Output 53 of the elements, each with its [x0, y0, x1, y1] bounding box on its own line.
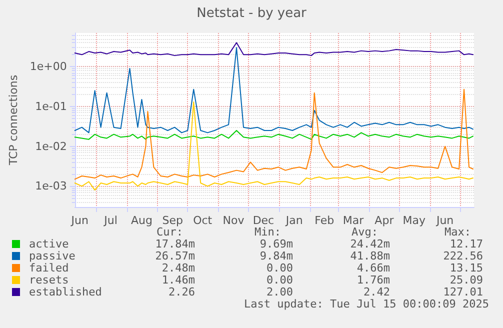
chart-title: Netstat - by year: [196, 6, 308, 21]
text: 1.76m: [356, 274, 390, 286]
y-tick-label: 1e-02: [35, 140, 67, 153]
y-tick-label: 1e+00: [30, 60, 67, 74]
legend-label: failed: [29, 262, 69, 274]
x-tick-label: Jun: [70, 214, 88, 227]
text: Avg:: [352, 226, 378, 238]
text: 1.46m: [162, 274, 196, 286]
legend-label: established: [29, 286, 102, 298]
y-axis-title: TCP connections: [7, 74, 20, 166]
text: 2.48m: [162, 262, 196, 274]
x-tick-label: Apr: [374, 214, 394, 227]
x-tick-label: May: [402, 214, 426, 227]
text: 222.56: [443, 250, 483, 262]
text: 0.00: [266, 274, 293, 286]
x-tick-label: Jan: [284, 214, 303, 227]
x-tick-label: Mar: [342, 214, 364, 227]
text: 26.57m: [155, 250, 196, 262]
x-tick-label: Aug: [130, 214, 152, 227]
x-tick-label: Jun: [435, 214, 454, 227]
x-tick-label: Jul: [103, 214, 118, 227]
text: 41.88m: [350, 250, 390, 262]
y-tick-label: 1e-03: [35, 180, 67, 193]
text: 4.66m: [356, 262, 390, 274]
legend-label: resets: [29, 274, 69, 286]
text: 2.26: [168, 286, 195, 298]
text: 2.42: [364, 286, 390, 298]
text: Cur:: [156, 226, 183, 238]
x-tick-label: Nov: [222, 214, 245, 227]
text: 0.00: [266, 262, 293, 274]
x-tick-label: Feb: [314, 214, 334, 227]
x-tick-label: Dec: [252, 214, 274, 227]
text: 25.09: [450, 274, 483, 286]
line-series: [74, 42, 474, 56]
line-series: [74, 47, 474, 134]
text: Last update: Tue Jul 15 00:00:09 2025: [244, 298, 489, 310]
legend-label: passive: [29, 250, 76, 262]
line-series: [74, 88, 474, 180]
x-tick-label: Oct: [193, 214, 213, 227]
text: 127.01: [443, 286, 483, 298]
y-tick-label: 1e-01: [35, 100, 67, 113]
text: 9.69m: [260, 238, 294, 250]
text: 17.84m: [155, 238, 196, 250]
text: Max:: [444, 226, 471, 238]
x-tick-label: Sep: [162, 214, 184, 227]
line-series: [74, 130, 474, 140]
text: 24.42m: [350, 238, 390, 250]
text: 9.84m: [260, 250, 294, 262]
text: 13.15: [450, 262, 483, 274]
text: 12.17: [450, 238, 483, 250]
text: 2.00: [266, 286, 293, 298]
legend-label: active: [29, 238, 69, 250]
text: Min:: [254, 226, 281, 238]
